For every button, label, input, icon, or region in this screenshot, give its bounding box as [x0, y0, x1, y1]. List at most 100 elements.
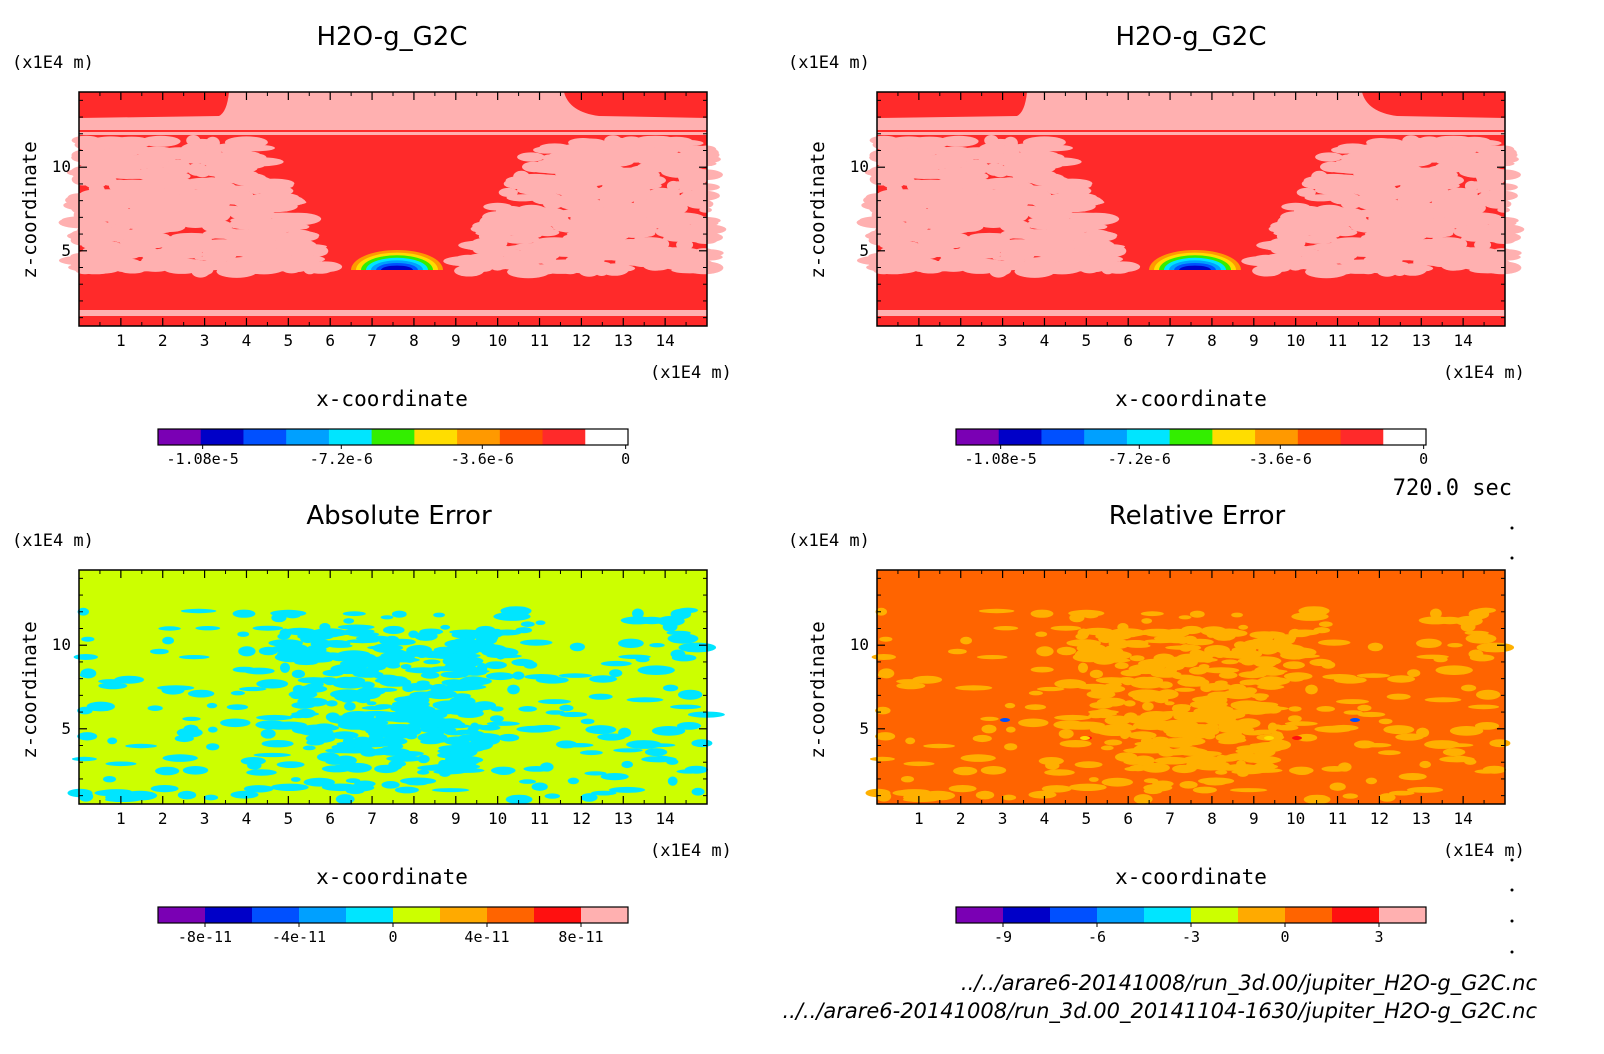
- contour-patch: [90, 207, 125, 215]
- contour-patch: [267, 181, 294, 190]
- contour-patch: [293, 254, 312, 260]
- colorbar-swatch: [1332, 907, 1380, 923]
- contour-band: [877, 132, 1505, 135]
- contour-patch: [1288, 715, 1302, 723]
- contour-patch: [1433, 656, 1448, 663]
- contour-patch: [73, 221, 115, 230]
- contour-patch: [417, 769, 430, 775]
- contour-patch: [1164, 701, 1175, 706]
- contour-patch: [122, 790, 158, 801]
- contour-patch: [1006, 726, 1016, 733]
- contour-patch: [368, 733, 384, 744]
- contour-patch: [1158, 655, 1169, 661]
- contour-patch: [609, 669, 623, 677]
- contour-patch: [1141, 618, 1153, 624]
- colorbar-swatch: [1084, 429, 1128, 445]
- contour-patch: [1036, 686, 1065, 692]
- contour-patch: [343, 735, 354, 744]
- contour-patch: [535, 676, 569, 684]
- x-tick-label: 4: [242, 331, 252, 350]
- contour-patch: [1222, 737, 1247, 743]
- contour-patch: [617, 182, 645, 195]
- contour-patch: [73, 654, 98, 660]
- contour-patch: [900, 180, 924, 187]
- colorbar-swatch: [158, 907, 206, 923]
- contour-patch: [588, 693, 613, 700]
- contour-patch: [150, 648, 169, 655]
- colorbar-swatch: [1212, 429, 1256, 445]
- contour-patch: [343, 669, 376, 675]
- contour-patch: [1378, 793, 1396, 802]
- contour-patch: [874, 230, 901, 240]
- contour-patch: [942, 220, 956, 232]
- contour-patch: [605, 195, 647, 202]
- contour-patch: [271, 613, 287, 623]
- x-tick-label: 9: [1249, 331, 1259, 350]
- contour-patch: [1464, 758, 1477, 765]
- contour-patch: [437, 752, 458, 759]
- contour-patch: [507, 257, 529, 270]
- contour-patch: [321, 765, 352, 773]
- contour-patch: [387, 638, 416, 646]
- contour-patch: [272, 238, 315, 251]
- contour-patch: [1069, 613, 1085, 623]
- colorbar-swatch: [998, 429, 1042, 445]
- footer-file-2: ../../arare6-20141008/run_3d.00_20141104…: [782, 999, 1537, 1024]
- contour-patch: [1450, 255, 1497, 265]
- x-tick-label: 2: [158, 331, 168, 350]
- contour-patch: [372, 643, 402, 653]
- contour-patch: [420, 671, 440, 679]
- y-tick-label: 10: [850, 635, 869, 654]
- contour-patch: [220, 718, 251, 728]
- contour-patch: [236, 157, 284, 167]
- contour-patch: [1419, 760, 1431, 769]
- contour-patch: [86, 701, 115, 712]
- contour-patch: [653, 755, 671, 761]
- contour-patch: [394, 786, 419, 794]
- contour-patch: [280, 662, 290, 673]
- contour-patch: [471, 238, 495, 249]
- x-tick-label: 14: [656, 331, 675, 350]
- colorbar-tick-label: 0: [388, 928, 397, 946]
- contour-patch: [1077, 628, 1090, 639]
- contour-patch: [1406, 786, 1444, 793]
- y-unit-label: (x1E4 m): [12, 53, 94, 73]
- contour-patch: [207, 252, 227, 266]
- contour-patch: [1215, 769, 1228, 775]
- contour-patch: [559, 711, 588, 718]
- contour-patch: [1091, 254, 1110, 260]
- contour-patch: [1424, 697, 1462, 703]
- contour-patch: [1337, 143, 1368, 151]
- contour-patch: [230, 790, 259, 799]
- contour-patch: [879, 636, 893, 642]
- contour-patch: [875, 214, 895, 221]
- contour-patch: [1318, 621, 1333, 627]
- colorbar-tick-label: -3.6e-6: [451, 450, 514, 468]
- contour-patch: [91, 184, 105, 197]
- contour-patch: [1318, 639, 1351, 646]
- contour-patch: [254, 200, 298, 213]
- contour-patch: [1342, 793, 1358, 799]
- contour-patch: [256, 714, 294, 721]
- contour-patch: [1178, 615, 1192, 620]
- colorbar-swatch: [158, 429, 202, 445]
- contour-field: [58, 92, 727, 326]
- contour-patch: [1120, 669, 1142, 677]
- contour-patch: [935, 146, 975, 158]
- colorbar-swatch: [328, 429, 373, 445]
- contour-patch: [1362, 265, 1375, 273]
- colorbar-tick-label: -7.2e-6: [310, 450, 373, 468]
- contour-patch: [187, 163, 208, 176]
- contour-patch: [873, 263, 914, 275]
- contour-patch: [1354, 740, 1376, 749]
- contour-patch: [394, 714, 417, 722]
- contour-patch: [1365, 777, 1378, 785]
- contour-patch: [1070, 238, 1113, 251]
- contour-patch: [1330, 179, 1368, 185]
- y-unit-label: (x1E4 m): [788, 531, 870, 551]
- contour-patch: [1003, 234, 1016, 239]
- contour-patch: [1291, 612, 1329, 621]
- contour-patch: [1236, 745, 1274, 752]
- contour-patch: [978, 608, 1015, 614]
